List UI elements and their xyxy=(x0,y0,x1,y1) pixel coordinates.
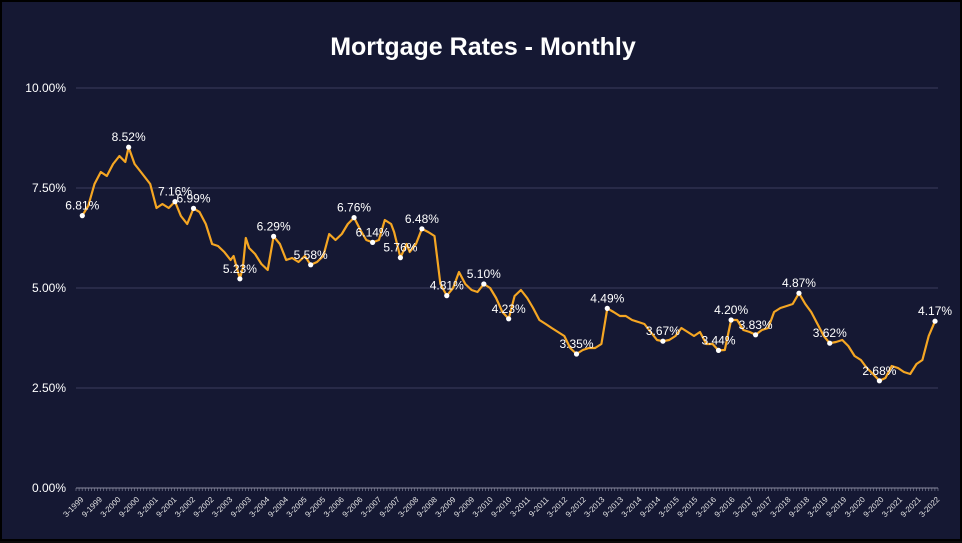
data-point-marker xyxy=(172,199,178,205)
data-label: 4.49% xyxy=(590,291,624,305)
data-point-marker xyxy=(604,305,610,311)
data-label: 7.16% xyxy=(158,185,192,199)
data-point-marker xyxy=(715,347,722,353)
data-point-marker xyxy=(752,332,759,338)
x-tick-label: 9-2010 xyxy=(489,495,513,519)
y-tick-label: 7.50% xyxy=(32,181,66,195)
data-point-marker xyxy=(932,318,938,324)
data-label: 3.35% xyxy=(560,337,594,351)
data-label: 5.23% xyxy=(223,262,257,276)
data-point-marker xyxy=(481,281,487,287)
data-label: 3.44% xyxy=(701,333,735,347)
data-point-marker xyxy=(79,213,85,219)
y-tick-label: 2.50% xyxy=(32,381,66,395)
y-tick-label: 10.00% xyxy=(25,81,66,95)
data-label: 4.81% xyxy=(430,279,464,293)
data-label: 2.68% xyxy=(862,364,896,378)
data-labels: 6.81% 8.52% 7.16%6.99% 5.23% 6.29% 5.58% 6.76%… xyxy=(65,130,952,384)
data-point-marker xyxy=(126,144,132,150)
series-line xyxy=(81,146,937,382)
y-axis-ticks: 0.00% 2.50% 5.00% 7.50% 10.00% xyxy=(25,81,66,495)
data-label: 8.52% xyxy=(112,130,146,144)
x-axis-ticks: 3-19999-19993-20009-20003-20019-20013-20… xyxy=(61,488,942,519)
data-point-marker xyxy=(351,215,357,221)
data-point-marker xyxy=(419,226,425,232)
data-label: 4.20% xyxy=(714,303,748,317)
data-point-marker xyxy=(237,276,243,282)
data-point-marker xyxy=(827,340,833,346)
data-label: 6.76% xyxy=(337,201,371,215)
gridlines xyxy=(76,87,938,489)
data-point-marker xyxy=(444,293,450,299)
data-point-marker xyxy=(573,351,580,357)
data-label: 4.87% xyxy=(782,276,816,290)
data-label: 3.83% xyxy=(739,318,773,332)
y-tick-label: 0.00% xyxy=(32,481,66,495)
data-label: 4.17% xyxy=(918,304,952,318)
data-label: 6.29% xyxy=(257,219,291,233)
data-label: 6.81% xyxy=(65,199,99,213)
data-label: 6.48% xyxy=(405,212,439,226)
chart-title: Mortgage Rates - Monthly xyxy=(330,33,636,61)
data-label: 6.99% xyxy=(177,191,211,205)
series-layer xyxy=(81,146,937,382)
data-point-marker xyxy=(796,290,802,296)
data-label: 3.62% xyxy=(813,326,847,340)
data-point-marker xyxy=(876,378,883,384)
data-label: 5.76% xyxy=(383,241,417,255)
data-point-marker xyxy=(660,338,666,344)
data-point-marker xyxy=(397,255,404,261)
data-point-marker xyxy=(506,316,512,322)
data-label: 5.10% xyxy=(467,267,501,281)
data-label: 3.67% xyxy=(646,324,680,338)
x-tick-label: 3-2022 xyxy=(917,495,941,519)
data-label: 4.23% xyxy=(492,302,526,316)
data-point-marker xyxy=(308,262,314,268)
data-point-marker xyxy=(190,205,197,211)
y-tick-label: 5.00% xyxy=(32,281,66,295)
data-point-marker xyxy=(728,317,734,323)
data-point-marker xyxy=(271,233,277,239)
data-label: 6.14% xyxy=(356,225,390,239)
data-label: 5.58% xyxy=(294,248,328,262)
data-point-marker xyxy=(370,239,376,245)
